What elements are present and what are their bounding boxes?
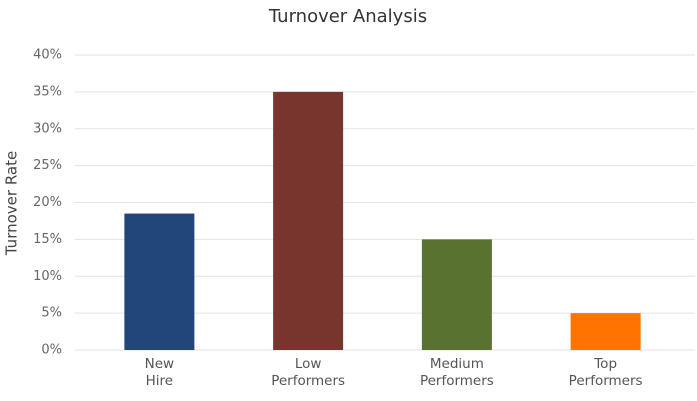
x-tick-label: Low Performers xyxy=(271,356,346,389)
y-tick-label: 25% xyxy=(33,158,62,173)
y-tick-label: 0% xyxy=(41,343,62,358)
y-tick-label: 10% xyxy=(33,269,62,284)
x-tick-label: Medium Performers xyxy=(419,356,494,389)
bar xyxy=(421,239,492,350)
y-tick-label: 15% xyxy=(33,232,62,247)
y-tick-label: 35% xyxy=(33,84,62,99)
y-tick-label: 20% xyxy=(33,195,62,210)
bar xyxy=(124,213,195,350)
y-tick-label: 30% xyxy=(33,121,62,136)
bar xyxy=(273,91,344,350)
y-tick-label: 40% xyxy=(33,48,62,63)
chart-title: Turnover Analysis xyxy=(268,6,427,27)
x-tick-label: Top Performers xyxy=(568,356,643,389)
y-tick-label: 5% xyxy=(41,306,62,321)
x-tick-label: New Hire xyxy=(144,356,175,389)
y-axis-title: Turnover Rate xyxy=(3,151,21,256)
bar xyxy=(570,313,641,350)
